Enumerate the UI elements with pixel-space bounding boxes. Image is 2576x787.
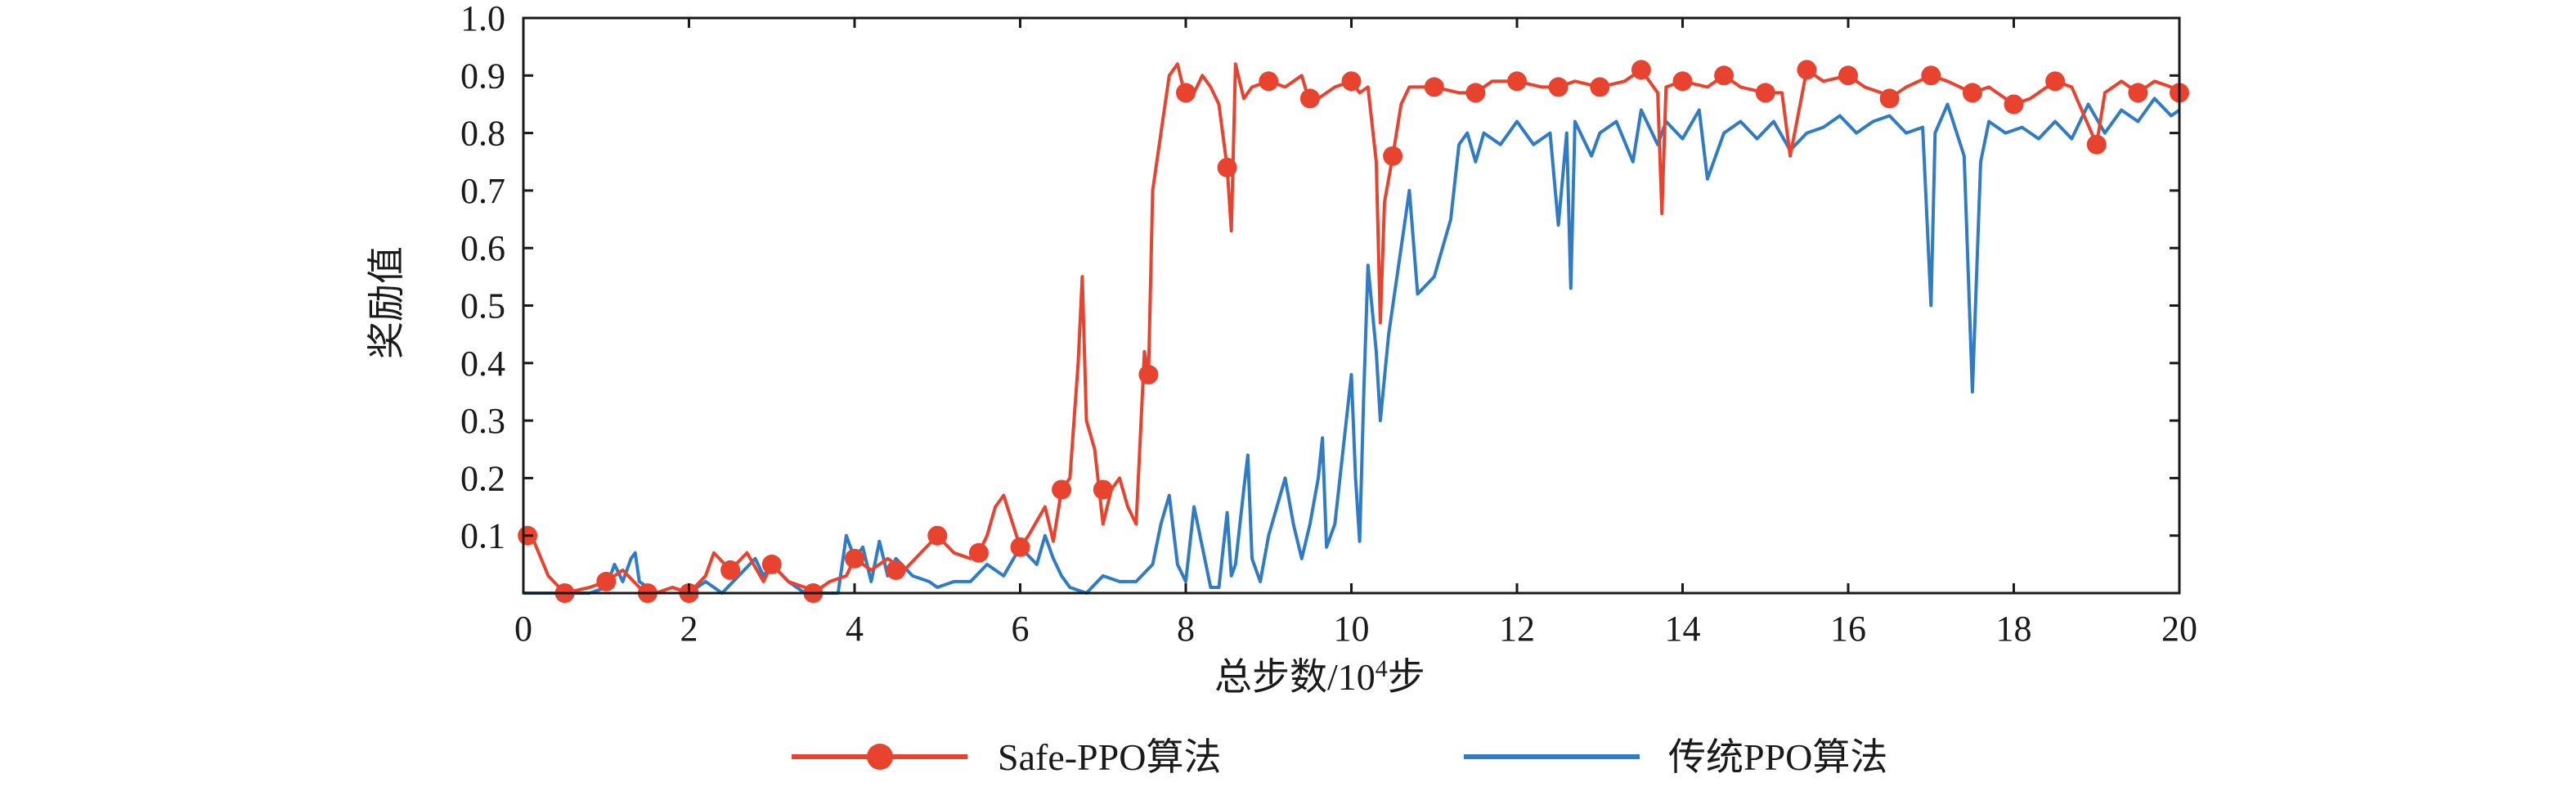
y-tick-label-1: 0.2 xyxy=(460,458,505,498)
series-0-point-33 xyxy=(1879,88,1900,109)
series-0-point-17 xyxy=(1217,157,1237,178)
series-0-point-13 xyxy=(1052,479,1072,500)
x-tick-label-10: 20 xyxy=(2161,609,2197,649)
series-0-point-32 xyxy=(1838,65,1858,86)
series-0-point-6 xyxy=(761,554,782,574)
legend-label-safe-ppo: Safe-PPO算法 xyxy=(998,736,1221,778)
series-0-point-2 xyxy=(596,571,617,591)
series-0-point-18 xyxy=(1259,71,1279,92)
y-tick-label-3: 0.4 xyxy=(460,344,505,384)
series-0-point-23 xyxy=(1465,83,1486,103)
plot-area: 0 2 4 6 8 10 12 14 16 18 20 0.1 0.2 0.3 0.4 0.5 0.6 0.7 0.… xyxy=(460,0,2197,649)
y-tick-label-9: 1.0 xyxy=(460,0,505,38)
x-tick-label-6: 12 xyxy=(1499,609,1535,649)
y-tick-label-5: 0.6 xyxy=(460,228,505,268)
series-0-point-35 xyxy=(1962,83,1982,103)
x-tick-label-4: 8 xyxy=(1177,609,1195,649)
series-0-point-8 xyxy=(845,548,864,569)
y-tick-label-8: 0.9 xyxy=(460,56,505,96)
x-tick-label-1: 2 xyxy=(680,609,698,649)
series-0-point-37 xyxy=(2045,71,2066,92)
x-axis-label-suffix: 步 xyxy=(1388,656,1425,698)
series-0-point-27 xyxy=(1631,60,1651,80)
series-0-point-38 xyxy=(2086,134,2107,155)
x-tick-label-8: 16 xyxy=(1830,609,1866,649)
legend-label-traditional-ppo: 传统PPO算法 xyxy=(1668,736,1887,778)
x-axis-label-superscript: 4 xyxy=(1376,655,1388,682)
x-tick-label-0: 0 xyxy=(514,609,532,649)
x-tick-label-2: 4 xyxy=(846,609,864,649)
y-axis-label: 奖励值 xyxy=(366,246,407,359)
series-0-point-24 xyxy=(1507,71,1527,92)
x-tick-label-9: 18 xyxy=(1996,609,2032,649)
x-axis-label-main: 总步数/10 xyxy=(1214,656,1376,698)
series-0-point-14 xyxy=(1093,479,1113,500)
series-0-point-39 xyxy=(2128,83,2148,103)
series-0-point-30 xyxy=(1755,83,1775,103)
legend: Safe-PPO算法 传统PPO算法 xyxy=(792,736,1887,778)
series-0-point-36 xyxy=(2004,94,2024,115)
series-0-point-26 xyxy=(1590,77,1610,97)
x-tick-label-7: 14 xyxy=(1665,609,1701,649)
series-0-point-11 xyxy=(968,542,989,563)
series-0-point-16 xyxy=(1176,83,1196,103)
y-tick-label-7: 0.8 xyxy=(460,114,505,154)
legend-item-traditional-ppo: 传统PPO算法 xyxy=(1464,736,1887,778)
y-tick-label-0: 0.1 xyxy=(460,516,505,556)
series-0-point-22 xyxy=(1424,77,1444,97)
series-0-point-15 xyxy=(1138,364,1159,385)
y-tick-label-2: 0.3 xyxy=(460,401,505,441)
x-tick-label-5: 10 xyxy=(1334,609,1370,649)
series-0-point-21 xyxy=(1383,146,1403,166)
y-tick-label-4: 0.5 xyxy=(460,286,505,326)
series-0-point-19 xyxy=(1299,88,1320,109)
legend-item-safe-ppo: Safe-PPO算法 xyxy=(792,736,1221,778)
series-0-point-28 xyxy=(1672,71,1693,92)
series-0-point-20 xyxy=(1341,71,1362,92)
series-0-point-10 xyxy=(927,525,948,546)
series-0-point-12 xyxy=(1010,537,1030,557)
legend-marker-safe-ppo xyxy=(867,744,893,770)
series-0-point-5 xyxy=(720,560,741,580)
series-line-0 xyxy=(530,62,2181,595)
series-0-point-25 xyxy=(1548,77,1568,97)
x-axis-label: 总步数/104步 xyxy=(1214,655,1425,699)
series-0-point-29 xyxy=(1714,65,1735,86)
series-0-point-31 xyxy=(1797,60,1817,80)
series-0-point-34 xyxy=(1921,65,1941,86)
x-tick-label-3: 6 xyxy=(1012,609,1030,649)
series-0-point-9 xyxy=(886,560,906,580)
y-tick-label-6: 0.7 xyxy=(460,171,505,211)
series-line-1 xyxy=(523,97,2181,595)
